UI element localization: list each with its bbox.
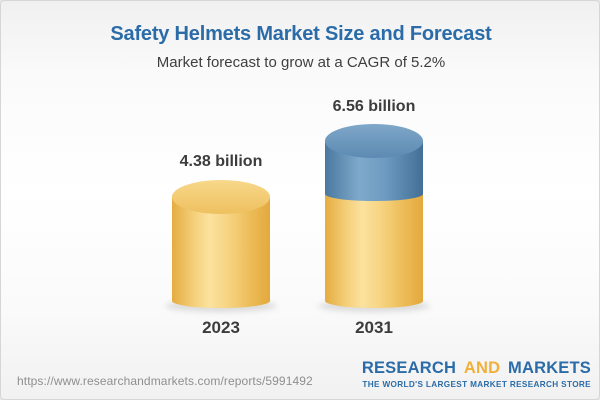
logo-word-markets: MARKETS — [508, 359, 591, 377]
bar-2023-cylinder — [172, 180, 270, 308]
logo-word-and: AND — [463, 359, 501, 377]
bar-2031-cylinder — [325, 124, 423, 308]
category-label-2031: 2031 — [355, 318, 393, 337]
value-label-2023: 4.38 billion — [179, 153, 263, 170]
brand-logo-wordmark: RESEARCH AND MARKETS — [362, 360, 591, 377]
category-label-2023: 2023 — [202, 318, 240, 337]
chart-title: Safety Helmets Market Size and Forecast — [110, 23, 492, 45]
brand-logo: RESEARCH AND MARKETS THE WORLD'S LARGEST… — [362, 360, 591, 389]
brand-logo-tagline: THE WORLD'S LARGEST MARKET RESEARCH STOR… — [362, 379, 591, 389]
bar-2031-base-segment — [325, 194, 423, 308]
bar-2031-growth-segment — [325, 141, 423, 201]
value-label-2031: 6.56 billion — [332, 98, 416, 115]
logo-word-research: RESEARCH — [361, 359, 457, 377]
chart-subtitle: Market forecast to grow at a CAGR of 5.2… — [156, 54, 446, 71]
chart-header: Safety Helmets Market Size and Forecast … — [1, 23, 599, 71]
report-url: https://www.researchandmarkets.com/repor… — [17, 374, 313, 388]
